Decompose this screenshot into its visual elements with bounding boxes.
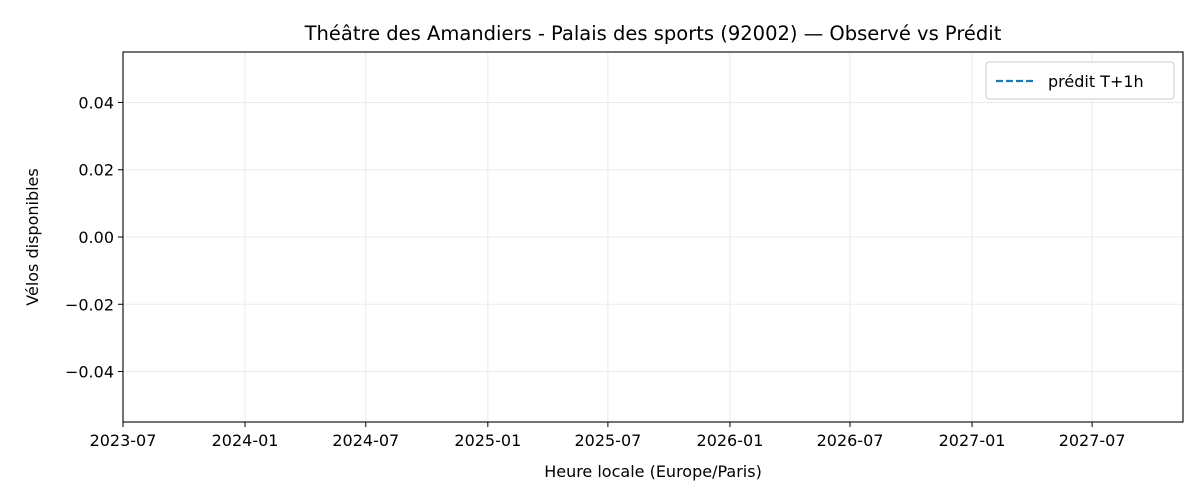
x-tick-label: 2027-07 — [1059, 431, 1126, 450]
y-tick-label: 0.00 — [78, 228, 114, 247]
legend-label-predit: prédit T+1h — [1048, 72, 1144, 91]
x-tick-label: 2024-01 — [212, 431, 279, 450]
chart-title: Théâtre des Amandiers - Palais des sport… — [304, 22, 1002, 45]
x-axis-label: Heure locale (Europe/Paris) — [544, 462, 762, 481]
y-tick-label: −0.02 — [65, 295, 114, 314]
x-tick-label: 2026-01 — [697, 431, 764, 450]
x-tick-label: 2027-01 — [939, 431, 1006, 450]
grid — [122, 52, 1183, 422]
x-tick-label: 2024-07 — [332, 431, 399, 450]
x-tick-label: 2026-07 — [817, 431, 884, 450]
x-tick-label: 2025-07 — [574, 431, 641, 450]
x-tick-label: 2023-07 — [90, 431, 157, 450]
y-tick-label: 0.02 — [78, 161, 114, 180]
legend: prédit T+1h — [985, 61, 1175, 100]
legend-box — [985, 61, 1175, 100]
y-tick-label: 0.04 — [78, 93, 114, 112]
x-tick-label: 2025-01 — [454, 431, 521, 450]
y-tick-label: −0.04 — [65, 363, 114, 382]
y-ticks: 0.04 0.02 0.00 −0.02 −0.04 — [65, 93, 123, 382]
x-ticks: 2023-07 2024-01 2024-07 2025-01 2025-07 2026-… — [90, 422, 1126, 450]
y-axis-label: Vélos disponibles — [23, 168, 42, 305]
